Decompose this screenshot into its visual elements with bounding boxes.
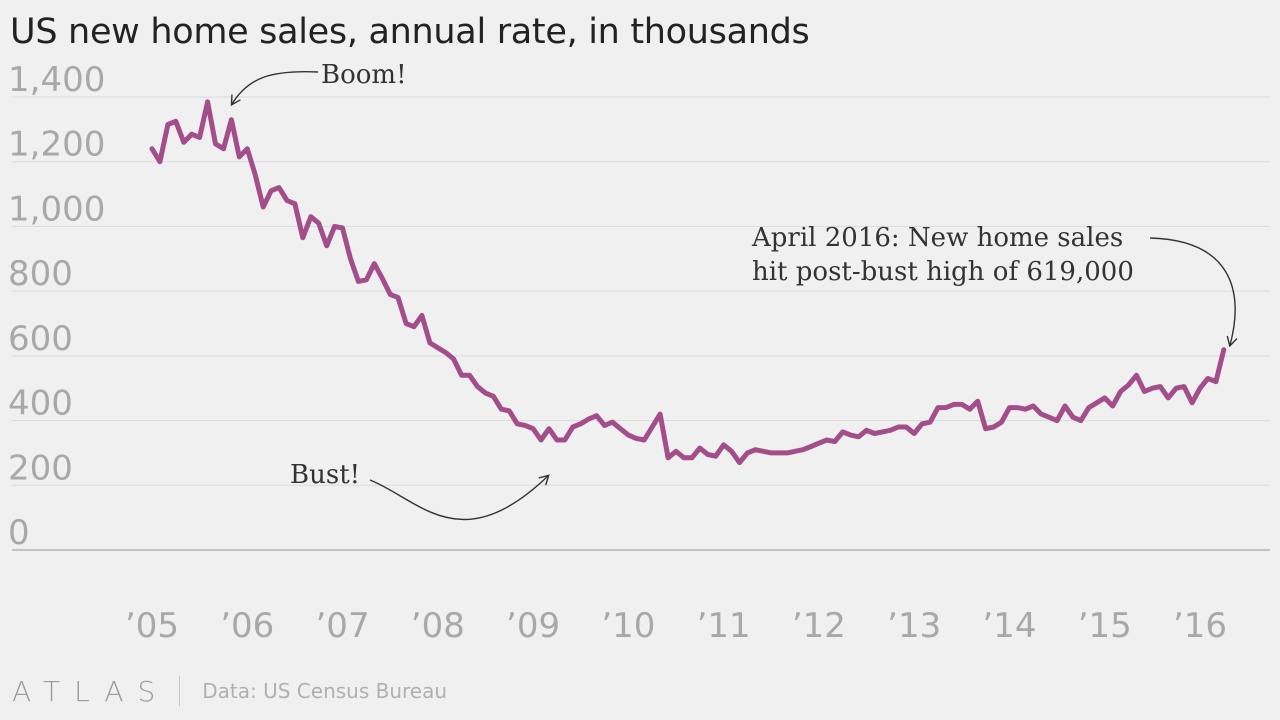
grid-lines: [12, 96, 1270, 551]
series-line-group: [149, 99, 1227, 466]
y-tick-label: 800: [8, 254, 73, 294]
y-tick-label: 1,400: [8, 60, 105, 100]
annotations: Boom! Bust! April 2016: New home sales h…: [230, 60, 1238, 521]
y-axis-ticks: 0 200 400 600 800 1,000 1,200 1,400: [8, 60, 105, 553]
boom-label: Boom!: [321, 60, 407, 90]
x-tick-label: ’06: [220, 606, 274, 646]
series-line: [149, 99, 1227, 466]
x-tick-label: ’07: [316, 606, 370, 646]
x-axis-ticks: ’05 ’06 ’07 ’08 ’09 ’10 ’11 ’12 ’13 ’14 ’15 ’16: [125, 606, 1227, 646]
boom-arrow: [230, 71, 319, 107]
y-tick-label: 0: [8, 513, 30, 553]
atlas-logo: ATLAS: [12, 674, 170, 708]
x-tick-label: ’10: [601, 606, 655, 646]
y-tick-label: 600: [8, 319, 73, 359]
x-tick-label: ’16: [1173, 606, 1227, 646]
april-2016-arrow: [1149, 237, 1238, 348]
x-tick-label: ’13: [887, 606, 941, 646]
y-tick-label: 1,200: [8, 125, 105, 165]
x-tick-label: ’12: [792, 606, 846, 646]
bust-arrow: [369, 474, 550, 521]
footer: ATLAS Data: US Census Bureau: [12, 674, 448, 708]
x-tick-label: ’14: [982, 606, 1036, 646]
chart-title: US new home sales, annual rate, in thous…: [10, 12, 810, 52]
x-tick-label: ’15: [1078, 606, 1132, 646]
data-source: Data: US Census Bureau: [202, 679, 448, 703]
x-tick-label: ’09: [506, 606, 560, 646]
x-tick-label: ’05: [125, 606, 179, 646]
y-tick-label: 200: [8, 448, 73, 488]
x-tick-label: ’11: [697, 606, 751, 646]
april-2016-label-line-2: hit post-bust high of 619,000: [752, 257, 1134, 287]
footer-divider: [179, 676, 181, 706]
bust-label: Bust!: [290, 460, 360, 490]
april-2016-label-line-1: April 2016: New home sales: [751, 223, 1123, 253]
x-tick-label: ’08: [411, 606, 465, 646]
y-tick-label: 1,000: [8, 189, 105, 229]
y-tick-label: 400: [8, 384, 73, 424]
